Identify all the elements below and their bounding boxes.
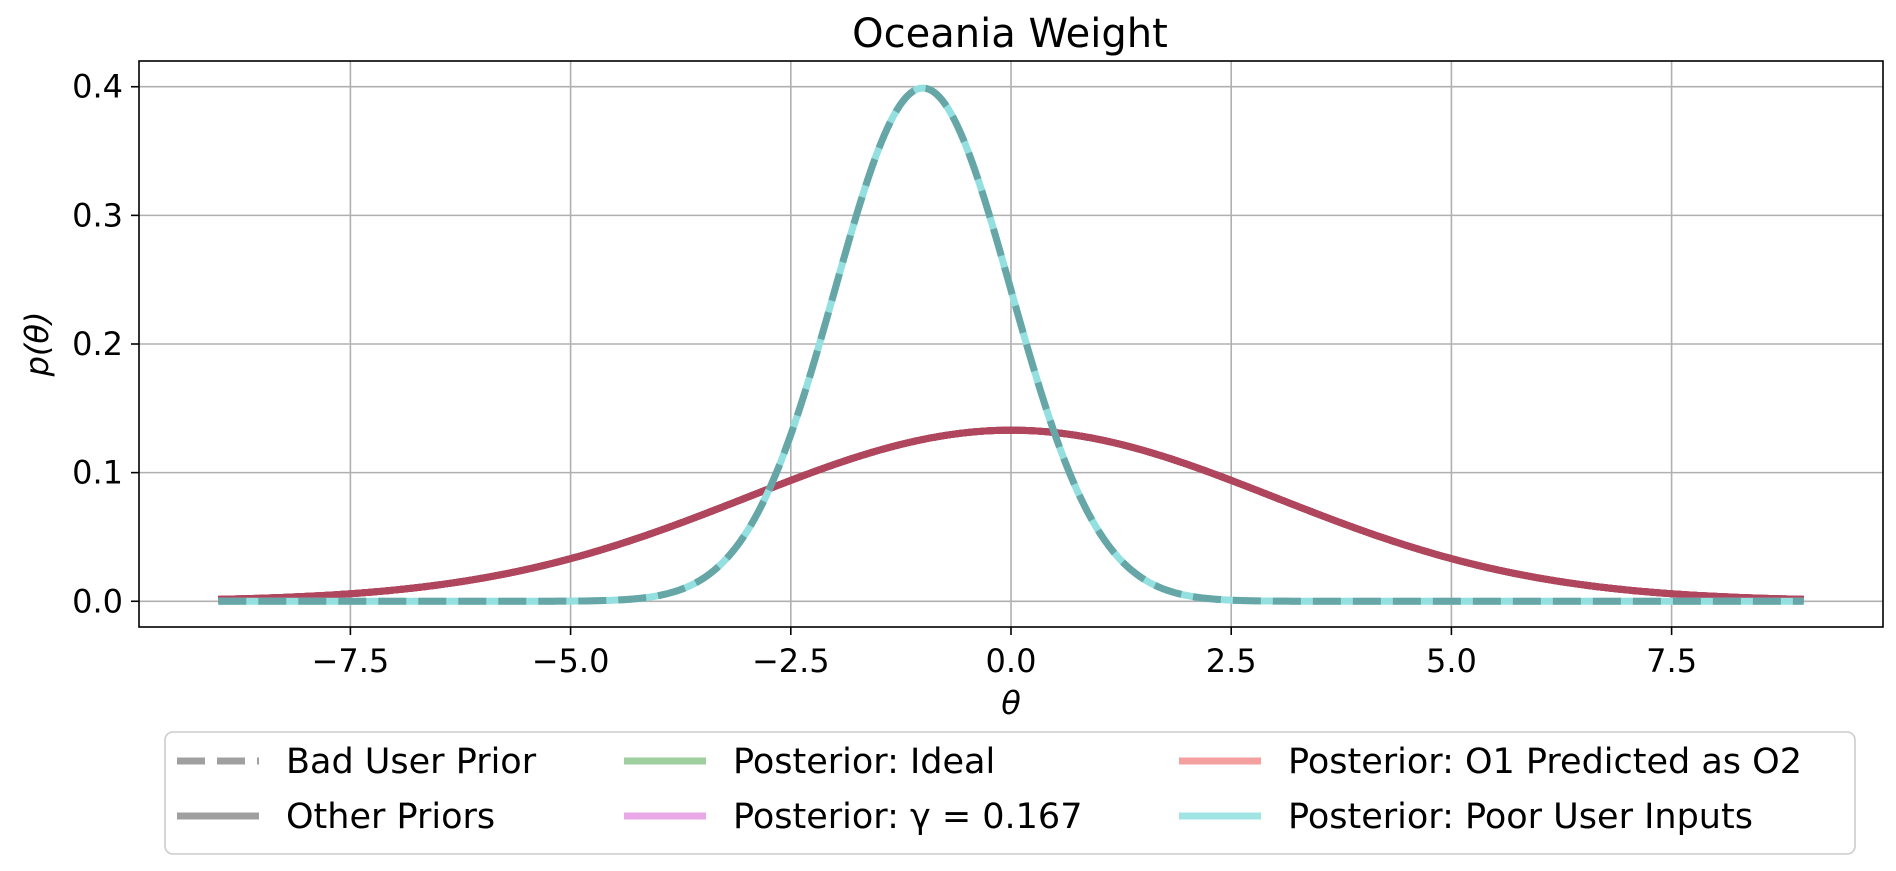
legend-label: Posterior: γ = 0.167 [733, 797, 1082, 837]
x-tick-label: 7.5 [1646, 642, 1697, 680]
y-tick-label: 0.1 [72, 454, 123, 492]
x-tick-label: 0.0 [986, 642, 1037, 680]
y-tick-label: 0.4 [72, 68, 123, 106]
series-line-posterior-o1-predicted-as-o2 [217, 426, 1805, 603]
x-tick-label: −5.0 [532, 642, 610, 680]
legend-label: Posterior: O1 Predicted as O2 [1288, 742, 1802, 782]
grid [139, 61, 1883, 627]
y-axis-label: p(θ) [18, 312, 56, 378]
legend-label: Bad User Prior [286, 742, 537, 782]
x-tick-label: 2.5 [1206, 642, 1257, 680]
legend-frame [164, 731, 1856, 855]
x-tick-label: 5.0 [1426, 642, 1477, 680]
x-tick-label: −2.5 [752, 642, 830, 680]
x-axis-label: θ [1001, 684, 1021, 722]
plot-lines [217, 84, 1805, 605]
y-tick-label: 0.3 [72, 196, 123, 234]
legend-label: Posterior: Ideal [733, 742, 995, 782]
chart-title: Oceania Weight [852, 11, 1168, 57]
axis-ticks: −7.5 −5.0 −2.5 0.0 2.5 5.0 7.5 0.0 0.1 0.2 0.3 0.4 [72, 68, 1697, 680]
y-tick-label: 0.0 [72, 582, 123, 620]
series-line-bad-user-prior [218, 84, 1804, 605]
legend-label: Posterior: Poor User Inputs [1288, 797, 1753, 837]
legend-label: Other Priors [286, 797, 495, 837]
legend: Bad User Prior Other Priors Posterior: Ide… [164, 731, 1856, 855]
y-tick-label: 0.2 [72, 325, 123, 363]
x-tick-label: −7.5 [312, 642, 390, 680]
